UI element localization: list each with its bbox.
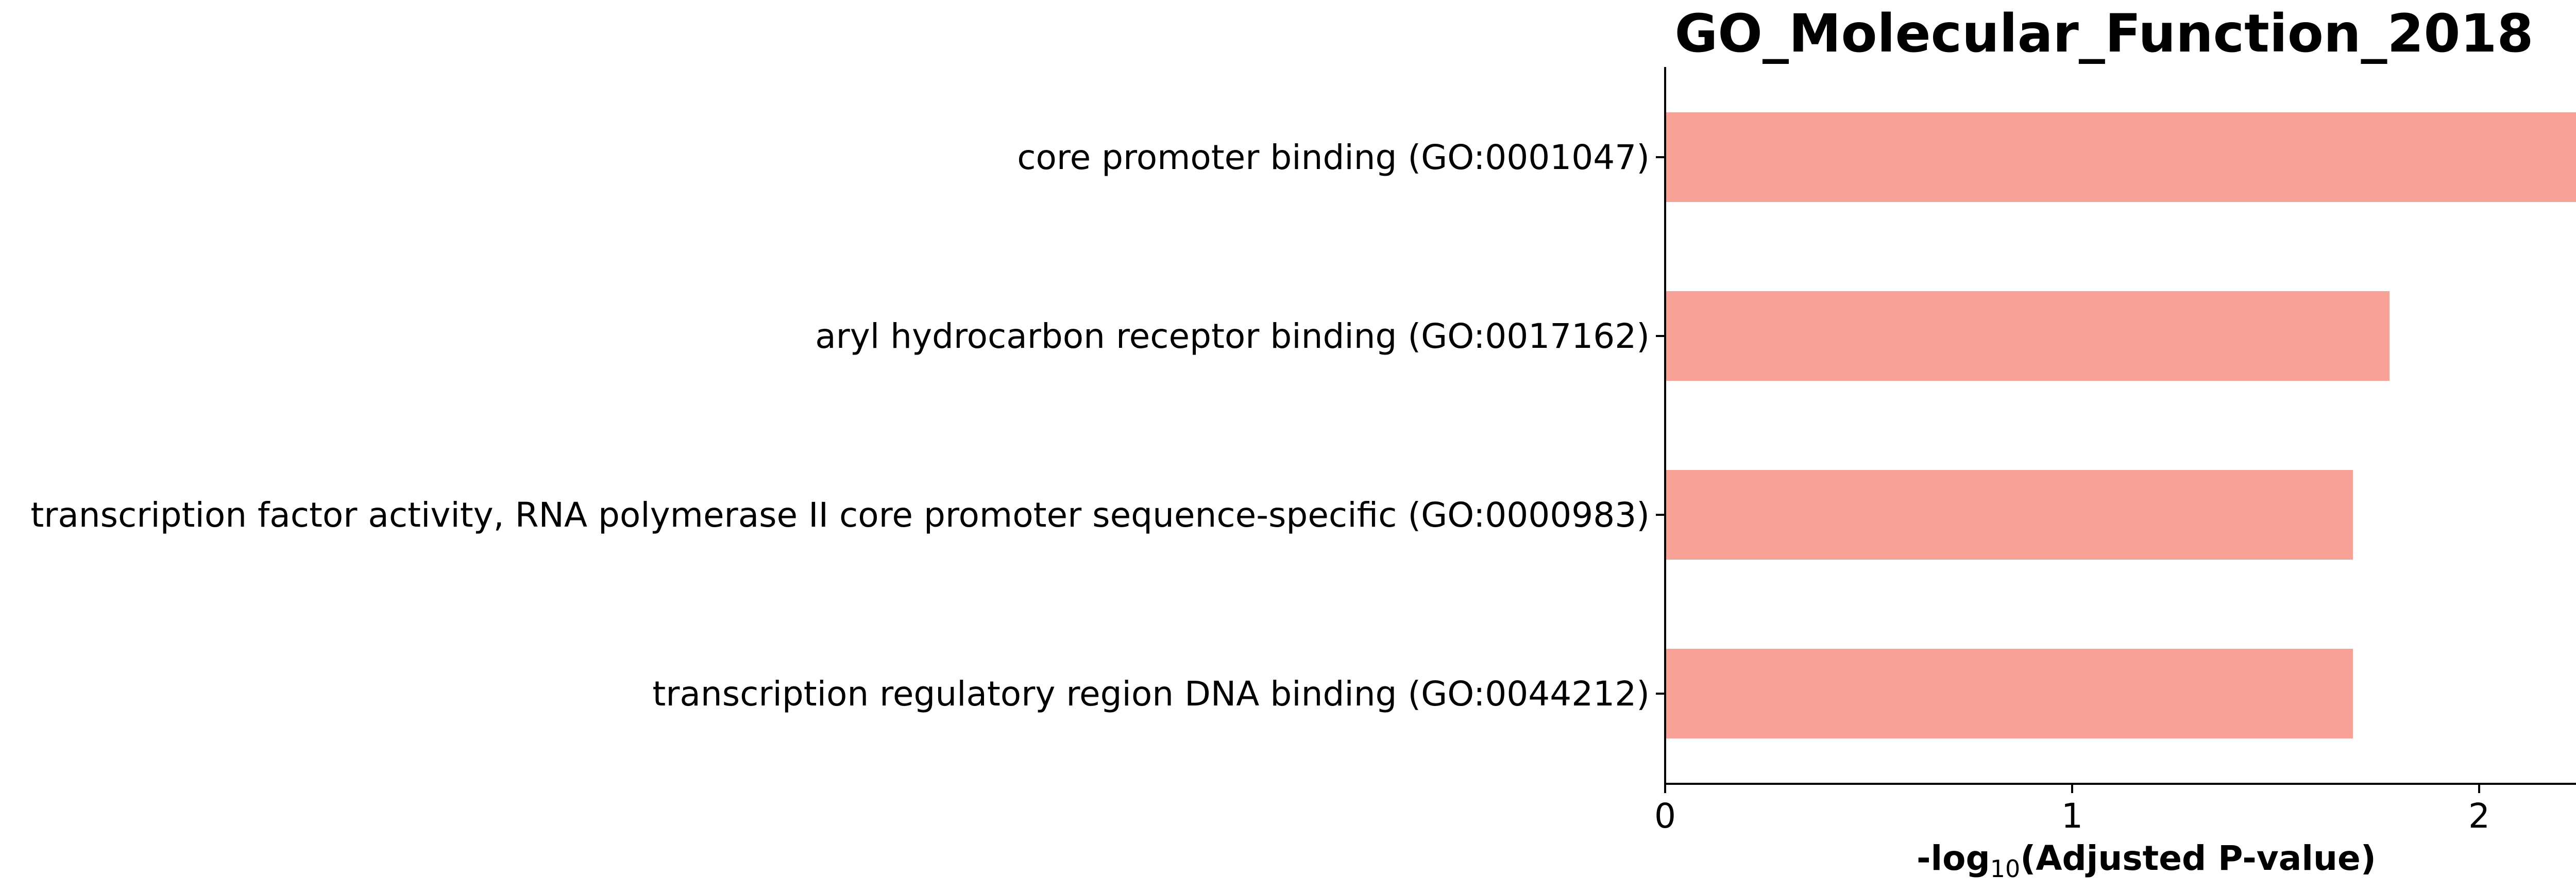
- x-tick-label: 0: [1654, 796, 1676, 836]
- x-tick-label: 2: [2468, 796, 2490, 836]
- x-tick-label: 1: [2061, 796, 2083, 836]
- bars: [1665, 112, 2576, 738]
- category-labels: core promoter binding (GO:0001047) aryl h…: [30, 138, 1665, 714]
- x-axis-label-subscript: 10: [1990, 855, 2021, 883]
- x-axis-ticks: 0 1 2: [1654, 784, 2490, 836]
- bar-2: [1665, 470, 2353, 560]
- category-label: aryl hydrocarbon receptor binding (GO:00…: [815, 316, 1650, 356]
- category-label: transcription factor activity, RNA polym…: [30, 495, 1650, 535]
- x-axis-label-prefix: -log: [1917, 838, 1990, 878]
- bar-1: [1665, 291, 2390, 381]
- category-label: core promoter binding (GO:0001047): [1017, 138, 1650, 177]
- bar-3: [1665, 649, 2353, 738]
- bar-0: [1665, 112, 2576, 202]
- category-label: transcription regulatory region DNA bind…: [652, 674, 1650, 714]
- chart-title: GO_Molecular_Function_2018: [1675, 3, 2534, 64]
- x-axis-label: -log10(Adjusted P-value): [1917, 838, 2376, 883]
- x-axis-label-suffix: (Adjusted P-value): [2020, 838, 2376, 878]
